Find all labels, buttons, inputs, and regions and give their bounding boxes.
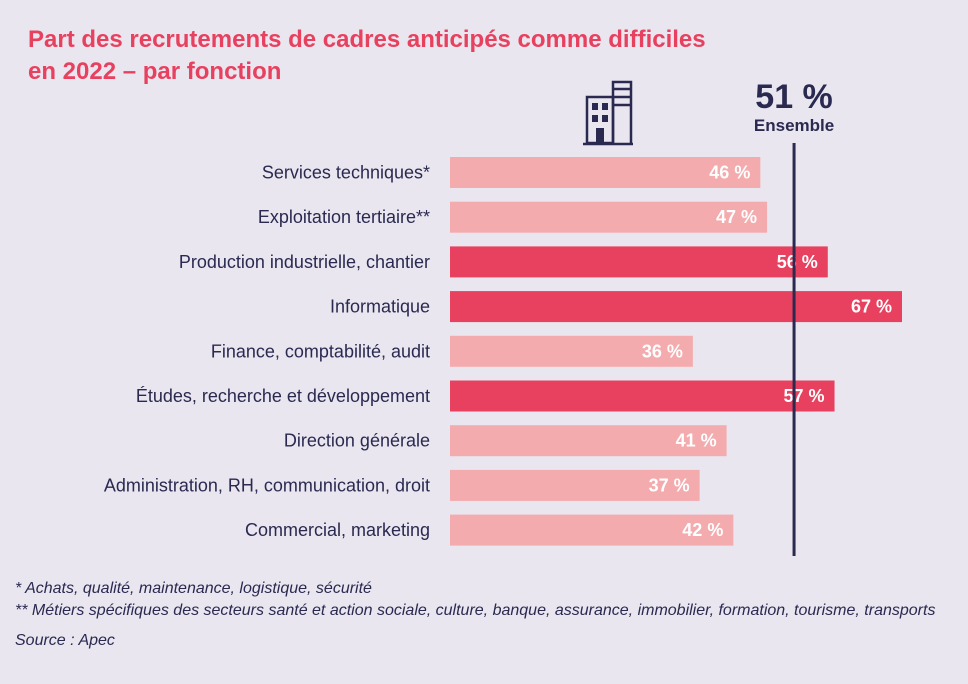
category-label: Administration, RH, communication, droit bbox=[104, 475, 430, 495]
chart-title: Part des recrutements de cadres anticipé… bbox=[28, 24, 848, 88]
data-label: 46 % bbox=[709, 163, 750, 183]
bar bbox=[450, 425, 727, 457]
category-label: Services techniques* bbox=[262, 163, 430, 183]
chart-title-line-2: en 2022 – par fonction bbox=[28, 58, 282, 85]
reference-value: 51 % bbox=[755, 78, 833, 116]
reference-caption: Ensemble bbox=[754, 116, 834, 135]
reference-group: 51 %Ensemble bbox=[754, 78, 834, 556]
data-label: 47 % bbox=[716, 207, 757, 227]
category-label: Commercial, marketing bbox=[245, 520, 430, 540]
bar bbox=[450, 157, 761, 188]
bar bbox=[450, 469, 700, 501]
bar bbox=[450, 291, 902, 323]
bar bbox=[450, 335, 693, 367]
bar-chart: Services techniques* 46 % Exploitation ter… bbox=[104, 78, 902, 556]
office-building-icon bbox=[583, 80, 633, 146]
category-label: Production industrielle, chantier bbox=[179, 252, 430, 272]
bar bbox=[450, 201, 768, 233]
data-label: 37 % bbox=[649, 475, 690, 495]
footnote-2: ** Métiers spécifiques des secteurs sant… bbox=[15, 602, 936, 619]
data-label: 67 % bbox=[851, 297, 892, 317]
footnotes: * Achats, qualité, maintenance, logistiq… bbox=[15, 578, 945, 652]
chart-title-line-1: Part des recrutements de cadres anticipé… bbox=[28, 26, 706, 53]
bar bbox=[450, 380, 835, 412]
footnote-1: * Achats, qualité, maintenance, logistiq… bbox=[15, 580, 372, 597]
category-label: Études, recherche et développement bbox=[136, 386, 430, 406]
data-label: 36 % bbox=[642, 341, 683, 361]
data-label: 57 % bbox=[784, 386, 825, 406]
category-label: Finance, comptabilité, audit bbox=[211, 341, 430, 361]
data-label: 41 % bbox=[676, 431, 717, 451]
data-label: 56 % bbox=[777, 252, 818, 272]
category-label: Exploitation tertiaire** bbox=[258, 207, 430, 227]
bar bbox=[450, 246, 828, 278]
source-note: Source : Apec bbox=[15, 632, 115, 649]
category-label: Direction générale bbox=[284, 431, 430, 451]
bars-group: Services techniques* 46 % Exploitation ter… bbox=[104, 157, 902, 546]
bar bbox=[450, 514, 734, 546]
category-label: Informatique bbox=[330, 297, 430, 317]
data-label: 42 % bbox=[682, 520, 723, 540]
